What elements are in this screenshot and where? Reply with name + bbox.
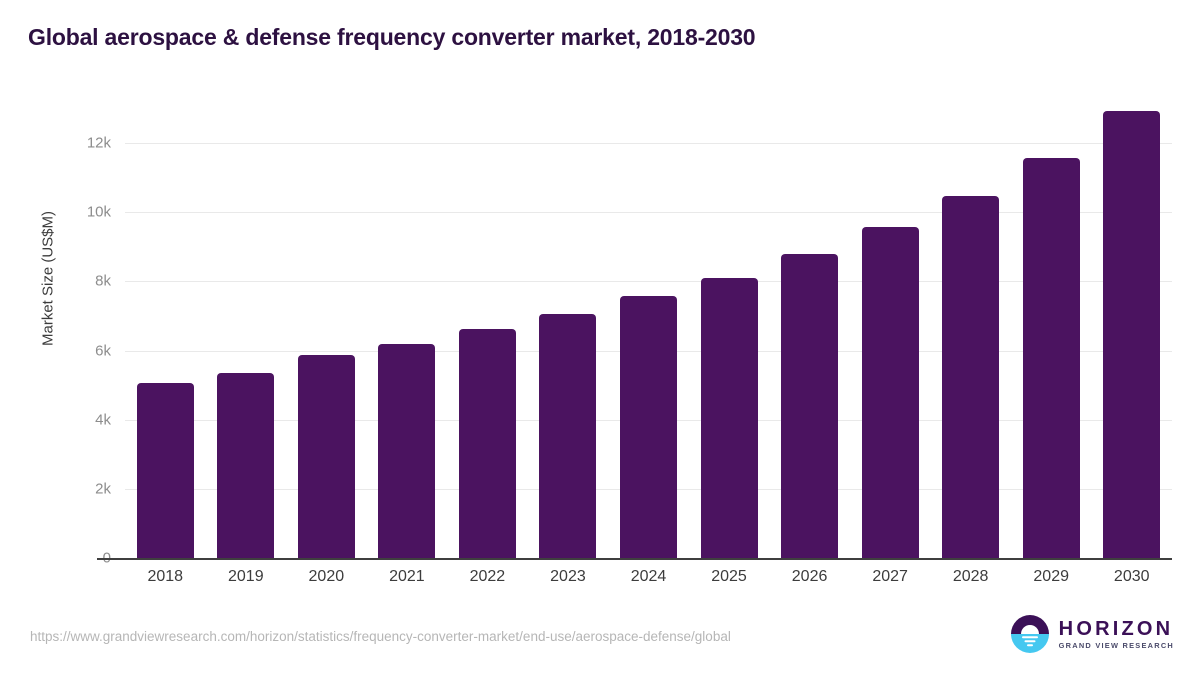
x-tick-label: 2029 bbox=[1033, 568, 1069, 585]
bar[interactable] bbox=[378, 343, 436, 558]
y-tick-label: 12k bbox=[86, 134, 111, 152]
gridline bbox=[125, 143, 1172, 144]
x-tick-label: 2025 bbox=[711, 568, 747, 585]
x-tick-label: 2018 bbox=[147, 568, 184, 585]
bar[interactable] bbox=[781, 254, 839, 558]
page-title: Global aerospace & defense frequency con… bbox=[28, 24, 756, 50]
bar[interactable] bbox=[700, 277, 758, 558]
logo-tagline: GRAND VIEW RESEARCH bbox=[1058, 640, 1174, 650]
logo-wordmark: HORIZON bbox=[1058, 617, 1174, 640]
logo-text: HORIZON GRAND VIEW RESEARCH bbox=[1059, 619, 1174, 649]
horizon-sun-circle-icon bbox=[1010, 615, 1049, 653]
y-tick-label: 8k bbox=[95, 272, 111, 290]
x-tick-label: 2026 bbox=[791, 568, 828, 585]
y-tick-label: 2k bbox=[95, 480, 111, 498]
x-tick-label: 2024 bbox=[630, 568, 667, 585]
bar[interactable] bbox=[1103, 110, 1161, 558]
y-tick-label: 6k bbox=[95, 342, 111, 359]
gridline bbox=[125, 281, 1172, 283]
gridline bbox=[125, 212, 1172, 214]
source-url[interactable]: https://www.grandviewresearch.com/horizo… bbox=[30, 629, 731, 644]
bar[interactable] bbox=[539, 314, 597, 558]
x-tick-label: 2019 bbox=[228, 568, 264, 585]
y-tick-label: 10k bbox=[86, 203, 111, 221]
x-tick-label: 2023 bbox=[550, 568, 586, 585]
bar[interactable] bbox=[136, 383, 194, 558]
bar[interactable] bbox=[942, 195, 1000, 558]
bar[interactable] bbox=[861, 227, 919, 558]
horizon-logo[interactable]: HORIZON GRAND VIEW RESEARCH bbox=[1010, 614, 1174, 654]
bar[interactable] bbox=[620, 295, 677, 558]
bar[interactable] bbox=[1022, 157, 1080, 558]
x-tick-label: 2028 bbox=[952, 568, 989, 585]
x-tick-label: 2030 bbox=[1113, 568, 1150, 585]
x-axis-baseline bbox=[97, 558, 1172, 560]
y-tick-label: 4k bbox=[95, 411, 111, 429]
bar[interactable] bbox=[297, 354, 355, 558]
x-tick-label: 2021 bbox=[389, 568, 425, 585]
x-tick-label: 2020 bbox=[308, 568, 345, 585]
x-tick-label: 2022 bbox=[469, 568, 506, 585]
x-tick-label: 2027 bbox=[872, 568, 908, 585]
bar[interactable] bbox=[217, 372, 275, 558]
bar[interactable] bbox=[458, 329, 516, 558]
